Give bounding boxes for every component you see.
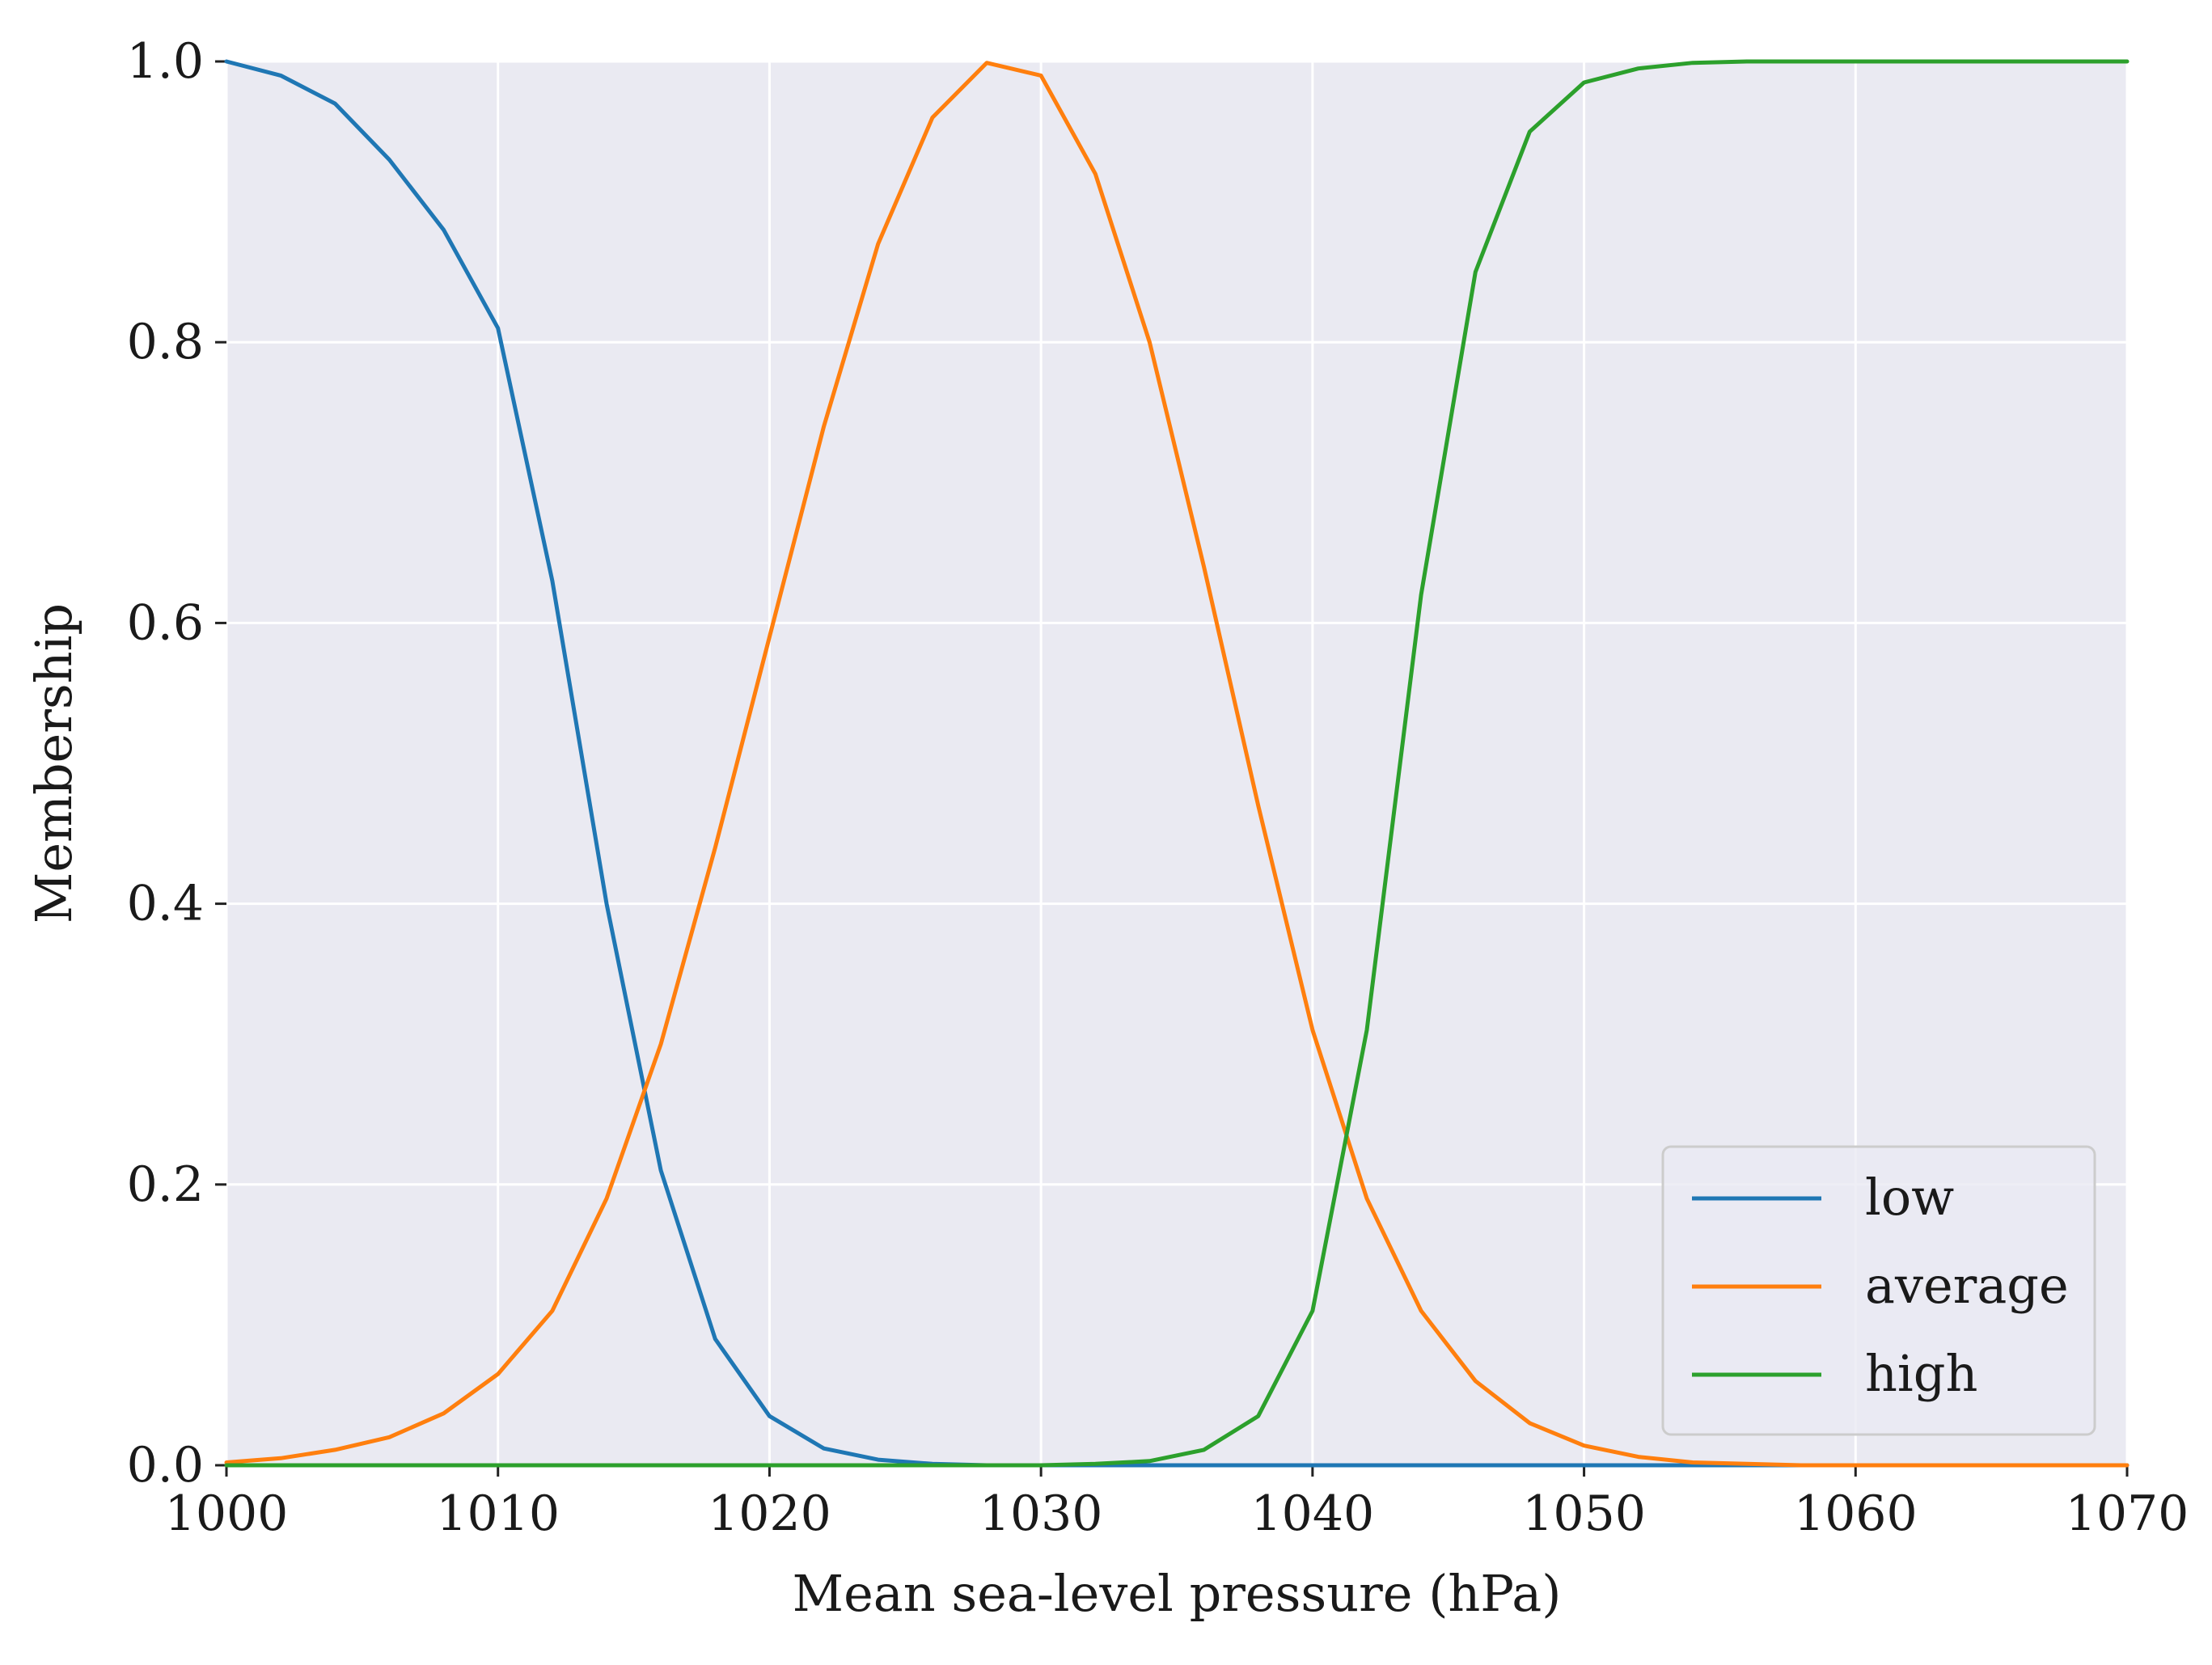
legend-label-low: low (1865, 1168, 1954, 1227)
x-tick-label: 1030 (979, 1485, 1103, 1542)
x-axis-label: Mean sea-level pressure (hPa) (793, 1564, 1562, 1623)
y-axis-label: Membership (24, 603, 83, 923)
y-tick-label: 0.2 (127, 1156, 204, 1213)
x-tick-label: 1040 (1251, 1485, 1375, 1542)
axis-ticks: 1000 1010 1020 1030 1040 1050 1060 1070 0.0 0.2 0.… (127, 33, 2189, 1542)
legend: low average high (1661, 1145, 2096, 1436)
legend-box (1661, 1145, 2096, 1436)
legend-label-average: average (1865, 1256, 2069, 1315)
series-line-average (224, 61, 2130, 1468)
y-tick-label: 0.8 (127, 314, 204, 370)
x-tick-label: 1020 (708, 1485, 831, 1542)
x-tick-label: 1010 (436, 1485, 560, 1542)
legend-label-high: high (1865, 1344, 1977, 1403)
y-tick-label: 0.0 (127, 1437, 204, 1494)
x-tick-label: 1000 (165, 1485, 289, 1542)
y-tick-label: 0.6 (127, 594, 204, 651)
x-tick-label: 1050 (1522, 1485, 1646, 1542)
y-tick-label: 1.0 (127, 33, 204, 90)
x-tick-label: 1060 (1794, 1485, 1918, 1542)
x-tick-label: 1070 (2066, 1485, 2189, 1542)
series-line-high (224, 59, 2130, 1468)
y-tick-label: 0.4 (127, 876, 204, 932)
series-layer (224, 59, 2130, 1468)
